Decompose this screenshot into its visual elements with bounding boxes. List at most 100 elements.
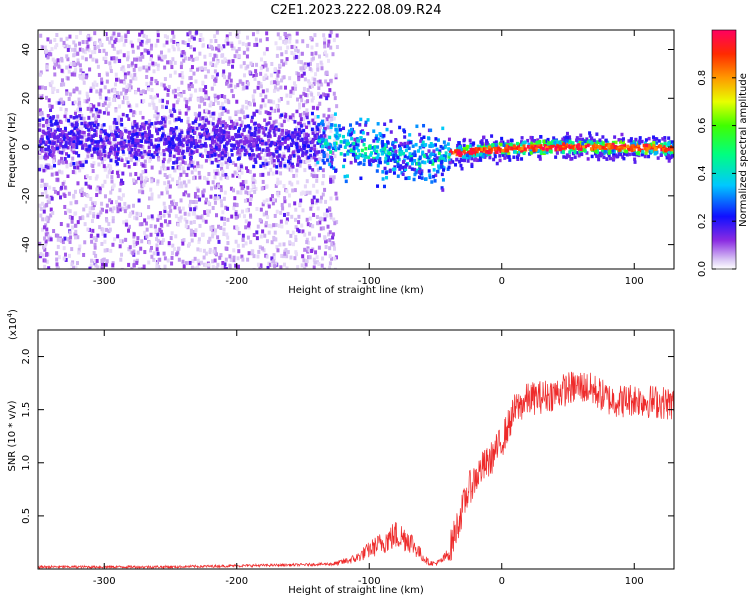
heatmap-cell [215, 46, 219, 51]
heatmap-cell [153, 114, 157, 119]
heatmap-cell [186, 119, 190, 124]
heatmap-cell [479, 152, 483, 157]
heatmap-cell [75, 35, 79, 40]
heatmap-cell [436, 138, 440, 142]
heatmap-cell [177, 86, 181, 91]
heatmap-cell [273, 141, 277, 146]
heatmap-cell [59, 141, 63, 146]
heatmap-cell [140, 99, 144, 104]
heatmap-cell [329, 215, 333, 220]
heatmap-cell [323, 50, 327, 55]
heatmap-cell [61, 160, 65, 165]
heatmap-cell [132, 110, 136, 115]
heatmap-cell [209, 61, 213, 66]
heatmap-cell [193, 165, 197, 170]
heatmap-cell [562, 142, 566, 146]
heatmap-cell [325, 153, 329, 158]
heatmap-cell [565, 153, 569, 157]
heatmap-cell [129, 73, 133, 78]
heatmap-cell [149, 81, 153, 86]
heatmap-cell [230, 153, 234, 157]
heatmap-cell [246, 64, 250, 69]
heatmap-cell [264, 158, 268, 163]
heatmap-cell [38, 241, 42, 246]
heatmap-cell [568, 139, 572, 144]
heatmap-cell [163, 256, 167, 261]
heatmap-cell [211, 227, 215, 232]
heatmap-cell [291, 86, 295, 91]
heatmap-cell [63, 156, 67, 161]
heatmap-cell [50, 165, 54, 170]
heatmap-cell [163, 205, 167, 210]
heatmap-cell [179, 145, 183, 150]
heatmap-cell [166, 166, 170, 171]
heatmap-cell [184, 190, 188, 195]
heatmap-cell [448, 152, 452, 157]
heatmap-cell [284, 60, 288, 65]
heatmap-cell [291, 242, 295, 247]
heatmap-cell [657, 139, 661, 143]
heatmap-cell [309, 35, 313, 40]
heatmap-cell [314, 250, 318, 255]
heatmap-cell [119, 117, 123, 122]
heatmap-cell [302, 71, 306, 76]
heatmap-cell [65, 164, 69, 169]
heatmap-cell [153, 124, 157, 129]
heatmap-cell [95, 192, 99, 197]
heatmap-cell [141, 163, 145, 168]
heatmap-cell [43, 186, 47, 191]
heatmap-cell [280, 59, 284, 64]
heatmap-cell [217, 224, 221, 229]
heatmap-cell [179, 172, 183, 177]
heatmap-cell [258, 142, 262, 147]
heatmap-cell [144, 120, 148, 125]
heatmap-cell [216, 262, 220, 267]
heatmap-cell [181, 75, 185, 80]
heatmap-cell [174, 156, 178, 161]
heatmap-cell [562, 136, 566, 140]
heatmap-cell [156, 30, 160, 35]
heatmap-cell [553, 143, 557, 147]
heatmap-cell [482, 152, 486, 157]
heatmap-cell [272, 100, 276, 105]
heatmap-cell [629, 146, 633, 150]
heatmap-cell [163, 34, 167, 39]
heatmap-cell [79, 116, 83, 121]
heatmap-cell [151, 61, 155, 66]
heatmap-cell [606, 140, 610, 145]
heatmap-cell [308, 84, 312, 89]
heatmap-cell [297, 77, 301, 82]
heatmap-cell [103, 156, 107, 161]
heatmap-cell [72, 143, 76, 147]
heatmap-cell [320, 144, 324, 149]
heatmap-cell [113, 59, 117, 64]
heatmap-cell [331, 232, 335, 237]
heatmap-cell [65, 89, 69, 94]
heatmap-cell [655, 137, 659, 141]
heatmap-cell [264, 110, 268, 114]
heatmap-cell [60, 156, 64, 161]
heatmap-cell [168, 142, 172, 147]
heatmap-cell [318, 125, 322, 130]
heatmap-cell [451, 151, 455, 155]
heatmap-cell [196, 194, 200, 199]
heatmap-cell [231, 59, 235, 64]
heatmap-cell [94, 176, 98, 181]
heatmap-cell [618, 148, 622, 152]
heatmap-cell [217, 184, 221, 189]
heatmap-cell [442, 140, 446, 144]
heatmap-cell [265, 47, 269, 52]
heatmap-cell [163, 86, 167, 91]
heatmap-cell [53, 37, 57, 42]
heatmap-cell [408, 152, 412, 156]
heatmap-cell [86, 227, 90, 232]
heatmap-cell [109, 145, 113, 150]
heatmap-cell [211, 141, 215, 145]
heatmap-cell [78, 47, 82, 52]
heatmap-cell [174, 117, 178, 122]
heatmap-cell [194, 117, 198, 121]
heatmap-cell [127, 117, 131, 121]
heatmap-cell [434, 137, 438, 141]
heatmap-cell [332, 38, 336, 43]
heatmap-cell [41, 129, 45, 134]
